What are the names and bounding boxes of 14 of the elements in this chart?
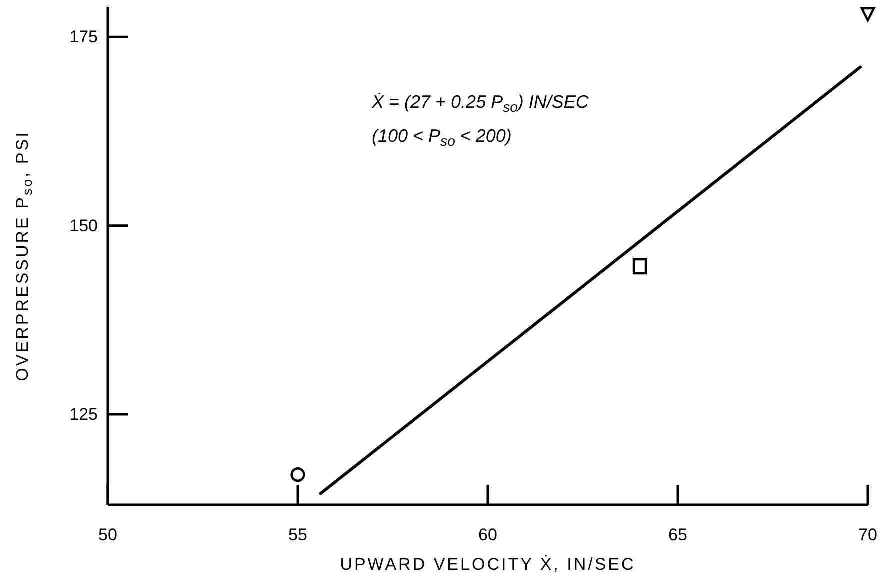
x-tick-label: 65 xyxy=(668,526,688,544)
annotation: (100 < P$_{so}$ < 200) xyxy=(372,126,512,150)
annotation: Ẋ = (27 + 0.25 P$_{so}$) IN/SEC xyxy=(371,92,590,116)
x-tick-label: 55 xyxy=(288,526,308,544)
point xyxy=(290,468,306,482)
point xyxy=(860,7,876,22)
x-tick-label: 60 xyxy=(478,526,498,544)
point xyxy=(632,258,648,275)
x-tick-label: 50 xyxy=(98,526,118,544)
y-tick-label: 125 xyxy=(70,404,98,424)
x-tick-label: 70 xyxy=(858,526,878,544)
y-tick-label: 150 xyxy=(70,216,98,236)
y-tick-label: 175 xyxy=(70,28,98,47)
x-axis-title: UPWARD VELOCITY Ẋ, IN/SEC xyxy=(340,555,636,574)
